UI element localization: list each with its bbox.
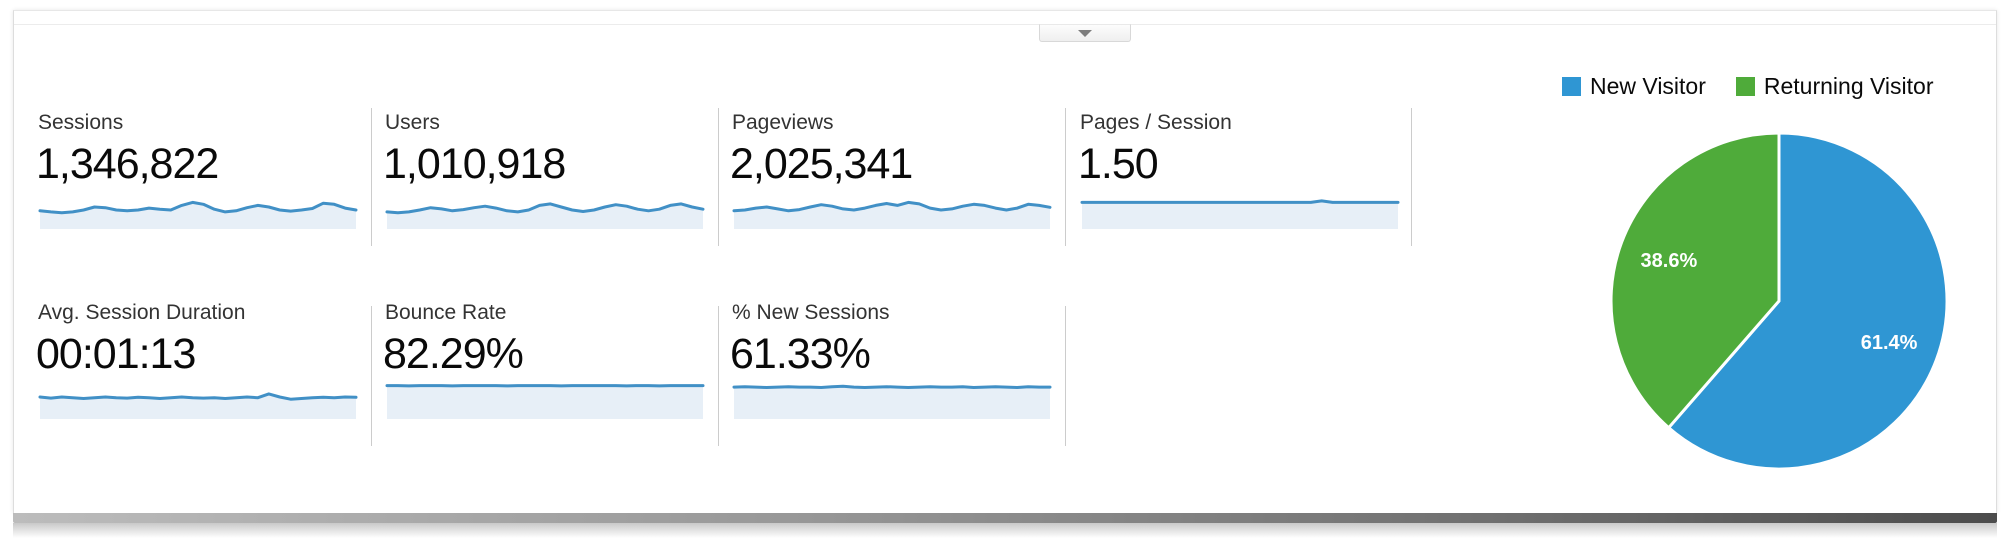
top-divider-line <box>14 24 1996 25</box>
card-divider <box>1411 108 1412 246</box>
card-divider <box>1065 306 1066 446</box>
metric-value: 61.33% <box>730 330 871 378</box>
avg-session-duration-sparkline <box>38 392 358 419</box>
pages-per-session-sparkline <box>1080 199 1400 229</box>
collapse-panel-button[interactable] <box>1039 24 1131 42</box>
bounce-rate-sparkline <box>385 384 705 419</box>
metric-card-avg-session-duration[interactable]: Avg. Session Duration 00:01:13 <box>36 301 360 423</box>
metric-label: Pageviews <box>732 111 834 134</box>
card-divider <box>1065 108 1066 246</box>
metric-value: 1,346,822 <box>36 140 219 188</box>
screenshot-frame-shadow-fade <box>13 523 1997 538</box>
metric-card-pages-per-session[interactable]: Pages / Session 1.50 <box>1078 111 1402 233</box>
metric-value: 1,010,918 <box>383 140 566 188</box>
analytics-overview-panel: Sessions 1,346,822 Users 1,010,918 Pagev… <box>13 10 1997 513</box>
chevron-down-icon <box>1078 29 1092 37</box>
pie-slice-new-visitor[interactable] <box>1667 131 1949 471</box>
legend-swatch-returning-visitor-icon <box>1735 76 1755 96</box>
visitor-type-pie-chart[interactable]: 61.4% 38.6% <box>1608 130 1950 472</box>
sessions-sparkline <box>38 200 358 229</box>
card-divider <box>371 108 372 246</box>
metric-card-bounce-rate[interactable]: Bounce Rate 82.29% <box>383 301 707 423</box>
card-divider <box>718 306 719 446</box>
legend-label: New Visitor <box>1590 72 1706 99</box>
metric-card-users[interactable]: Users 1,010,918 <box>383 111 707 233</box>
metric-label: Users <box>385 111 440 134</box>
legend-item-returning-visitor: Returning Visitor <box>1735 72 1934 100</box>
screenshot-frame-shadow <box>13 513 1997 523</box>
metric-card-percent-new-sessions[interactable]: % New Sessions 61.33% <box>730 301 1054 423</box>
metric-label: Pages / Session <box>1080 111 1232 134</box>
users-sparkline <box>385 202 705 229</box>
card-divider <box>718 108 719 246</box>
pie-slice-label: 61.4% <box>1861 332 1918 354</box>
metric-card-pageviews[interactable]: Pageviews 2,025,341 <box>730 111 1054 233</box>
metric-value: 00:01:13 <box>36 330 196 378</box>
metric-value: 1.50 <box>1078 140 1159 188</box>
legend-label: Returning Visitor <box>1763 72 1934 99</box>
metric-value: 82.29% <box>383 330 524 378</box>
percent-new-sessions-sparkline <box>732 384 1052 419</box>
metric-label: % New Sessions <box>732 301 890 324</box>
metric-label: Sessions <box>38 111 124 134</box>
pie-slice-label: 38.6% <box>1641 250 1698 272</box>
metric-value: 2,025,341 <box>730 140 913 188</box>
metric-label: Bounce Rate <box>385 301 507 324</box>
legend-swatch-new-visitor-icon <box>1562 76 1581 96</box>
card-divider <box>371 306 372 446</box>
metric-card-sessions[interactable]: Sessions 1,346,822 <box>36 111 360 233</box>
metric-label: Avg. Session Duration <box>38 301 246 324</box>
pie-slice-returning-visitor[interactable] <box>1609 131 1781 430</box>
pie-legend: New Visitor Returning Visitor <box>1562 73 1934 99</box>
legend-item-new-visitor: New Visitor <box>1562 73 1706 100</box>
pageviews-sparkline <box>732 200 1052 229</box>
